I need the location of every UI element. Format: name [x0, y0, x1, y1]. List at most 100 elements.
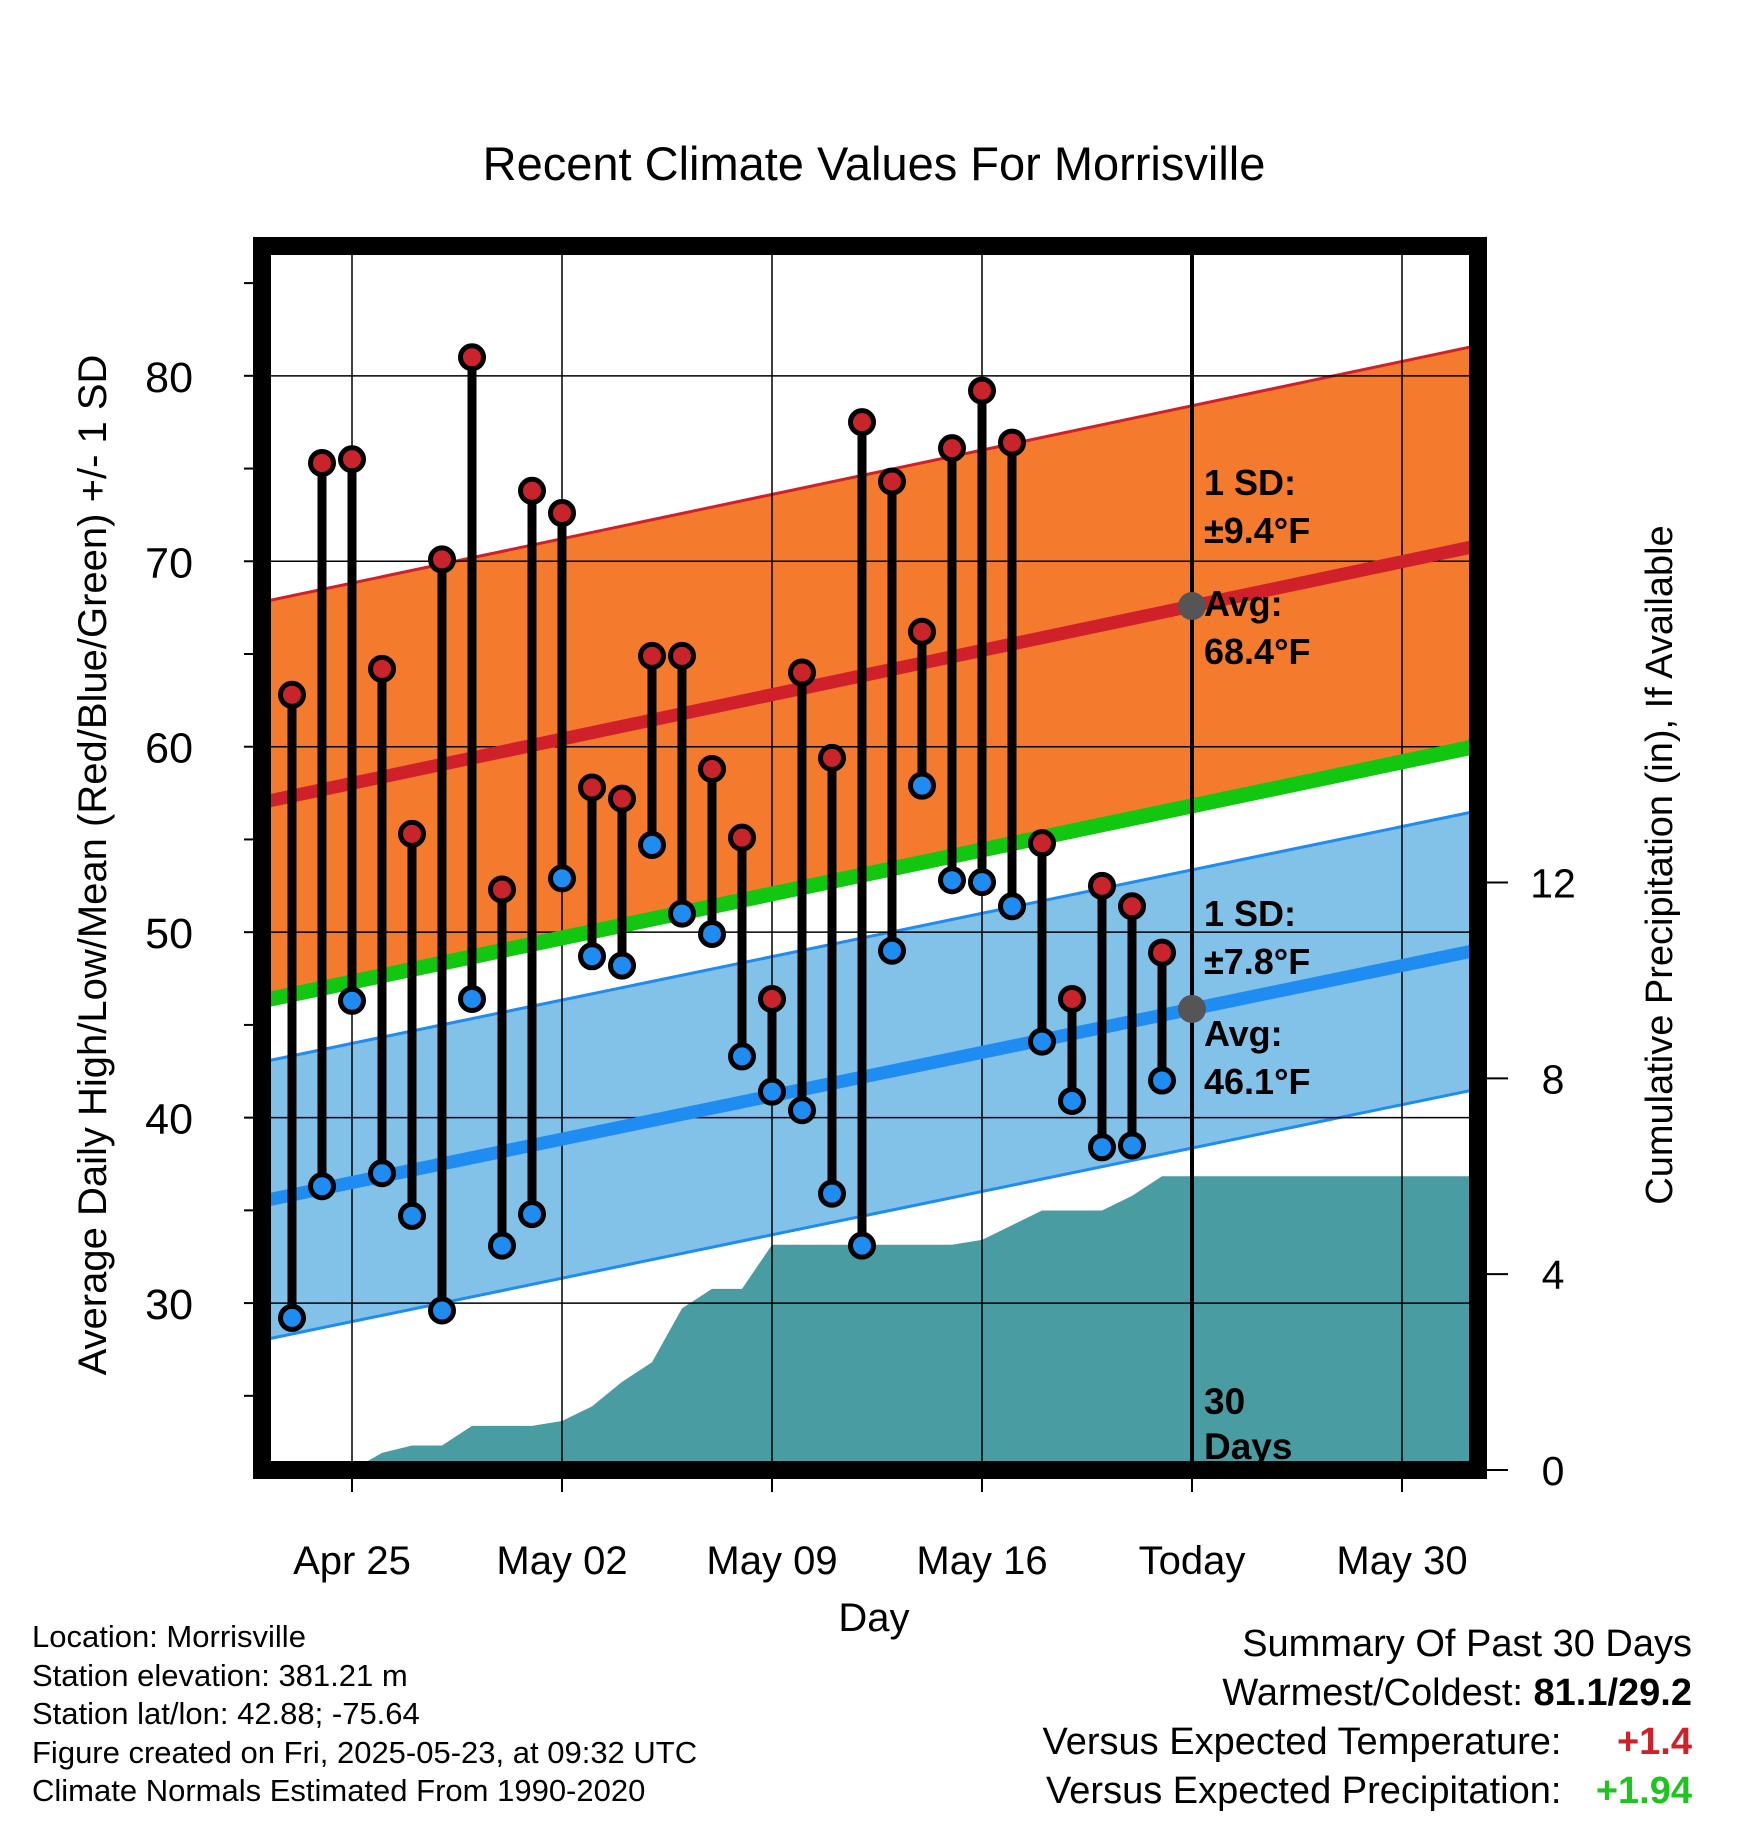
y-tick-label-left: 40	[145, 1096, 193, 1144]
daily-low-marker	[698, 920, 726, 949]
annotation-low-sd-line2: ±7.8°F	[1204, 941, 1310, 982]
daily-high-marker	[308, 448, 336, 477]
daily-high-marker	[908, 617, 936, 646]
daily-low-marker	[638, 831, 666, 860]
info-created: Figure created on Fri, 2025-05-23, at 09…	[32, 1734, 698, 1770]
daily-high-marker	[578, 773, 606, 802]
today-low-avg-dot	[1178, 994, 1206, 1023]
daily-low-marker	[758, 1077, 786, 1106]
daily-low-marker	[878, 936, 906, 965]
daily-high-marker	[548, 499, 576, 528]
annotation-low-sd-line1: 1 SD:	[1204, 893, 1296, 934]
daily-high-marker	[878, 467, 906, 496]
summary-precip-value: +1.94	[1595, 1770, 1692, 1812]
daily-high-marker	[278, 680, 306, 709]
annotation-days-count: 30	[1204, 1381, 1245, 1422]
annotation-high-sd-line1: 1 SD:	[1204, 462, 1296, 503]
plot-frame	[253, 237, 1487, 1479]
normal-high-line	[262, 539, 1478, 809]
summary-precip: Versus Expected Precipitation: +1.94	[1043, 1767, 1692, 1816]
chart-title: Recent Climate Values For Morrisville	[483, 137, 1266, 190]
daily-high-marker	[728, 823, 756, 852]
daily-high-marker	[698, 754, 726, 783]
daily-low-marker	[608, 951, 636, 980]
x-tick-label: Today	[1139, 1539, 1246, 1583]
daily-high-marker	[1118, 892, 1146, 921]
daily-low-marker	[398, 1201, 426, 1230]
today-high-avg-dot	[1178, 592, 1206, 621]
info-latlon: Station lat/lon: 42.88; -75.64	[32, 1696, 420, 1731]
daily-low-marker	[728, 1042, 756, 1071]
normal-mean-line	[262, 738, 1478, 1009]
y-tick-label-left: 70	[145, 539, 193, 587]
station-info: Location: Morrisville Station elevation:…	[32, 1618, 697, 1811]
summary-temp-label: Versus Expected Temperature:	[1042, 1721, 1562, 1763]
daily-high-marker	[998, 428, 1026, 457]
daily-high-marker	[638, 641, 666, 670]
daily-low-marker	[518, 1200, 546, 1229]
summary-warm-cold: Warmest/Coldest: 81.1/29.2	[1043, 1669, 1692, 1718]
info-elevation: Station elevation: 381.21 m	[32, 1657, 408, 1693]
annotation-low-avg-line2: 46.1°F	[1204, 1061, 1310, 1102]
x-tick-label: May 02	[496, 1539, 627, 1583]
daily-high-marker	[968, 376, 996, 405]
daily-high-marker	[668, 641, 696, 670]
daily-low-marker	[938, 866, 966, 895]
daily-high-marker	[428, 545, 456, 574]
daily-low-marker	[338, 986, 366, 1015]
annotation-high-avg-line2: 68.4°F	[1204, 631, 1310, 672]
daily-high-marker	[1028, 829, 1056, 858]
y-tick-label-right: 4	[1542, 1252, 1565, 1298]
daily-low-marker	[1058, 1086, 1086, 1115]
daily-low-marker	[548, 864, 576, 893]
y-axis-right-label: Cumulative Precipitation (in), If Availa…	[1639, 525, 1681, 1204]
summary-temp-value: +1.4	[1616, 1721, 1692, 1763]
daily-high-marker	[1148, 938, 1176, 967]
daily-low-marker	[1118, 1131, 1146, 1160]
daily-high-marker	[758, 984, 786, 1013]
daily-low-marker	[968, 868, 996, 897]
daily-low-marker	[998, 892, 1026, 921]
x-tick-label: May 09	[706, 1539, 837, 1583]
daily-high-marker	[818, 743, 846, 772]
daily-high-marker	[848, 408, 876, 437]
daily-low-marker	[428, 1296, 456, 1325]
y-tick-label-right: 0	[1542, 1448, 1565, 1494]
daily-high-marker	[608, 784, 636, 813]
summary-warm-cold-value: 81.1/29.2	[1533, 1672, 1692, 1714]
daily-low-marker	[668, 899, 696, 928]
x-tick-label: May 30	[1336, 1539, 1467, 1583]
daily-high-marker	[458, 343, 486, 372]
x-axis-label: Day	[838, 1596, 909, 1640]
normal-low-line	[262, 943, 1478, 1208]
daily-low-marker	[368, 1159, 396, 1188]
daily-low-marker	[848, 1231, 876, 1260]
daily-low-marker	[908, 771, 936, 800]
summary-heading: Summary Of Past 30 Days	[1242, 1623, 1692, 1665]
info-normals: Climate Normals Estimated From 1990-2020	[32, 1773, 646, 1808]
y-tick-label-left: 50	[145, 910, 193, 958]
daily-high-marker	[1058, 984, 1086, 1013]
plot-area: 1 SD: ±9.4°F Avg: 68.4°F 1 SD: ±7.8°F Avg: 46.1…	[145, 237, 1576, 1583]
summary-panel: Summary Of Past 30 Days Warmest/Coldest:…	[1043, 1620, 1692, 1816]
daily-low-marker	[578, 942, 606, 971]
daily-high-marker	[788, 658, 816, 687]
daily-high-marker	[338, 445, 366, 474]
precipitation-area	[352, 1176, 1478, 1470]
y-axis-left-label: Average Daily High/Low/Mean (Red/Blue/Gr…	[71, 355, 115, 1376]
y-tick-label-right: 12	[1530, 860, 1576, 906]
y-tick-label-left: 30	[145, 1281, 193, 1329]
y-tick-label-left: 60	[145, 725, 193, 773]
daily-high-marker	[368, 654, 396, 683]
x-tick-label: May 16	[916, 1539, 1047, 1583]
x-tick-label: Apr 25	[293, 1539, 411, 1583]
daily-low-marker	[1028, 1027, 1056, 1056]
daily-low-marker	[278, 1303, 306, 1332]
daily-low-marker	[1148, 1066, 1176, 1095]
summary-temp: Versus Expected Temperature: +1.4	[1043, 1718, 1692, 1767]
annotation-low-avg-line1: Avg:	[1204, 1013, 1283, 1054]
daily-high-marker	[398, 819, 426, 848]
daily-low-marker	[308, 1172, 336, 1201]
summary-precip-label: Versus Expected Precipitation:	[1046, 1770, 1562, 1812]
